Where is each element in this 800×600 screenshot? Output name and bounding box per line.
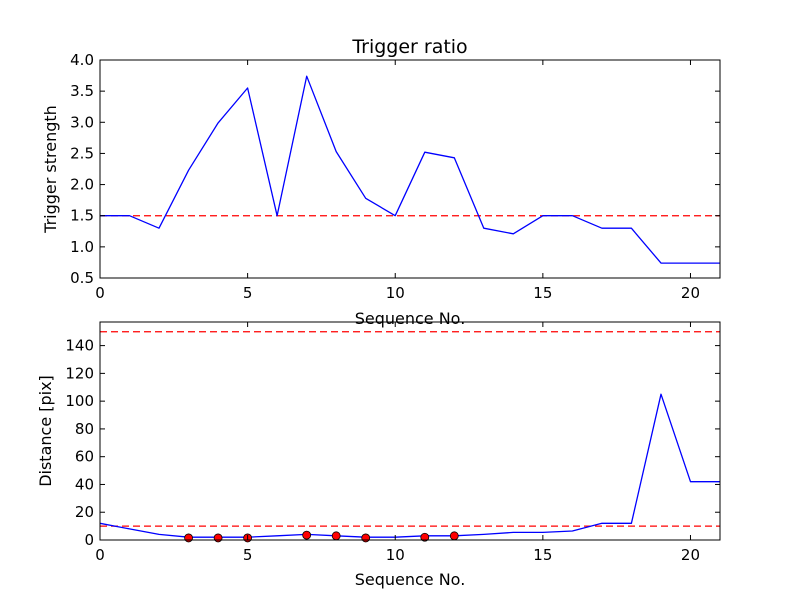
y-axis-label-top: Trigger strength <box>41 105 60 234</box>
data-point <box>420 532 430 542</box>
data-point <box>302 530 312 540</box>
y-tick-label: 0 <box>84 531 94 549</box>
data-point <box>361 533 371 543</box>
y-tick-label: 60 <box>75 448 94 466</box>
chart-trigger-ratio: Trigger ratio 0 5 10 15 20 0.5 1.0 1.5 2.0 2.5 3.0… <box>41 36 721 328</box>
y-tick-label: 1.0 <box>70 238 94 256</box>
x-tick-label: 20 <box>681 546 700 564</box>
axes-frame-top <box>99 59 721 279</box>
x-tick-label: 15 <box>533 546 552 564</box>
x-tick-label: 0 <box>95 284 105 302</box>
y-tick-label: 2.0 <box>70 176 94 194</box>
series-line-0 <box>100 75 720 264</box>
x-tick-label: 20 <box>681 284 700 302</box>
data-point <box>331 531 341 541</box>
data-point <box>213 533 223 543</box>
plot-area-top: 0 5 10 15 20 0.5 1.0 1.5 2.0 2.5 3.0 3.5 4.0 <box>70 51 720 302</box>
y-tick-label: 1.5 <box>70 207 94 225</box>
x-axis-label-bottom: Sequence No. <box>355 570 466 589</box>
x-tick-label: 10 <box>386 284 405 302</box>
x-tick-label: 15 <box>533 284 552 302</box>
x-tick-label: 10 <box>386 546 405 564</box>
y-tick-label: 100 <box>65 392 94 410</box>
chart-title: Trigger ratio <box>351 36 467 58</box>
x-tick-label: 5 <box>243 284 253 302</box>
y-tick-label: 40 <box>75 475 94 493</box>
x-axis-label-top: Sequence No. <box>355 309 466 328</box>
y-tick-label: 3.0 <box>70 113 94 131</box>
y-axis-label-bottom: Distance [pix] <box>36 375 55 487</box>
y-tick-label: 140 <box>65 337 94 355</box>
series-line-0 <box>99 393 720 538</box>
x-tick-label: 0 <box>95 546 105 564</box>
x-tick-label: 5 <box>243 546 253 564</box>
y-tick-label: 120 <box>65 364 94 382</box>
y-tick-label: 3.5 <box>70 82 94 100</box>
axes-frame-bottom <box>99 321 721 541</box>
data-point <box>449 531 459 541</box>
y-tick-label: 4.0 <box>70 51 94 69</box>
data-point <box>184 533 193 543</box>
y-tick-label: 2.5 <box>70 144 94 162</box>
y-tick-label: 0.5 <box>70 269 94 287</box>
y-tick-label: 80 <box>75 420 94 438</box>
y-tick-label: 20 <box>75 503 94 521</box>
